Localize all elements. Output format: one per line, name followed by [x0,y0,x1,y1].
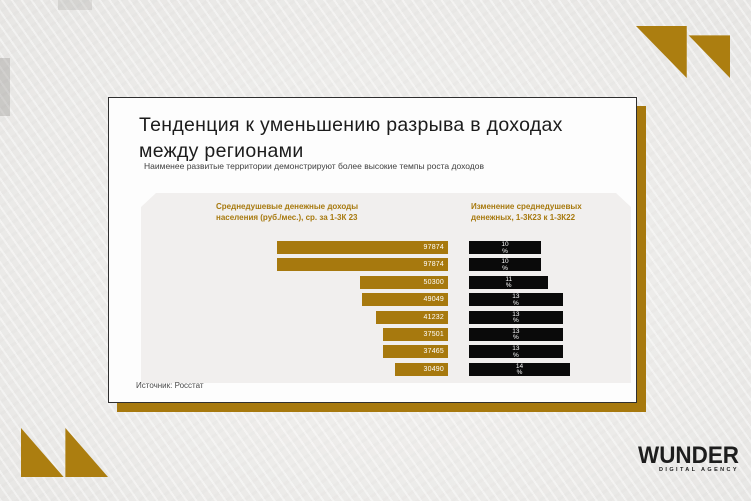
income-bar: 37465 [382,345,448,359]
bar-rows: 97874 10% 97874 10% 50300 11% 49049 13% 41232 13%… [277,241,587,380]
bar-row: 37465 13% [277,345,587,359]
change-bar: 13% [469,293,563,307]
change-bar-track: 13% [469,310,579,324]
change-value-label: 13 [512,310,520,318]
change-value-label: 11 [505,275,513,283]
income-bar-track: 50300 [277,275,448,289]
slide-card: Тенденция к уменьшению разрыва в доходах… [108,97,637,403]
change-bar: 14% [469,362,570,376]
corner-decoration-bottom-left [21,428,108,477]
change-bar: 10% [469,241,542,254]
income-value-label: 97874 [423,261,444,269]
income-value-label: 41232 [423,313,444,321]
slide-title: Тенденция к уменьшению разрыва в доходах… [139,114,563,162]
income-value-label: 49049 [423,296,444,304]
change-bar-track: 14% [469,362,579,376]
change-value-label: 13 [512,345,520,353]
change-unit-label: % [513,351,519,359]
change-bar-track: 11% [469,275,579,289]
wunder-logo: WUNDER DIGITAL AGENCY [638,441,739,473]
income-bar-track: 97874 [277,258,448,272]
bar-row: 37501 13% [277,327,587,341]
corner-decoration-top-right [636,26,730,78]
income-value-label: 97874 [423,244,444,251]
bar-row: 30490 14% [277,362,587,376]
change-column-header: Изменение среднедушевых денежных, 1-3К23… [471,202,582,222]
bar-row: 97874 10% [277,241,587,254]
slide-subtitle: Наименее развитые территории демонстриру… [144,161,484,171]
logo-wordmark: WUNDER [638,441,739,469]
income-value-label: 30490 [423,365,444,373]
change-bar: 13% [469,310,563,324]
income-bar-track: 49049 [277,293,448,307]
logo-tagline: DIGITAL AGENCY [659,467,739,473]
change-bar-track: 10% [469,241,579,254]
change-unit-label: % [502,247,508,254]
bar-row: 97874 10% [277,258,587,272]
change-unit-label: % [513,334,519,341]
change-value-label: 10 [501,241,509,248]
change-bar: 10% [469,258,542,272]
change-bar-track: 13% [469,327,579,341]
income-bar: 97874 [277,241,448,254]
change-unit-label: % [513,317,519,324]
income-bar-track: 37501 [277,327,448,341]
bar-row: 50300 11% [277,275,587,289]
income-bar-track: 41232 [277,310,448,324]
bar-row: 49049 13% [277,293,587,307]
income-bar: 30490 [394,362,448,376]
change-value-label: 14 [515,362,524,370]
income-bar: 97874 [277,258,448,272]
income-bar-track: 30490 [277,362,448,376]
income-bar: 49049 [362,293,448,307]
income-column-header: Среднедушевые денежные доходы населения … [216,202,359,222]
change-unit-label: % [505,282,512,289]
change-value-label: 10 [501,258,509,266]
bar-row: 41232 13% [277,310,587,324]
change-value-label: 13 [512,293,520,301]
change-unit-label: % [516,369,523,376]
background-smudge [0,58,10,116]
income-bar-track: 97874 [277,241,448,254]
change-value-label: 13 [512,327,520,335]
income-bar: 41232 [376,310,448,324]
source-note: Источник: Росстат [136,381,204,390]
income-bar-track: 37465 [277,345,448,359]
change-bar-track: 10% [469,258,579,272]
income-value-label: 37465 [423,348,444,356]
background-smudge [58,0,92,10]
income-bar: 50300 [360,275,448,289]
change-unit-label: % [502,264,508,272]
change-bar-track: 13% [469,345,579,359]
change-bar-track: 13% [469,293,579,307]
change-bar: 11% [469,275,549,289]
change-bar: 13% [469,345,563,359]
income-value-label: 37501 [423,330,444,338]
income-value-label: 50300 [423,278,444,286]
change-bar: 13% [469,327,563,341]
change-unit-label: % [513,299,519,307]
income-bar: 37501 [382,327,448,341]
